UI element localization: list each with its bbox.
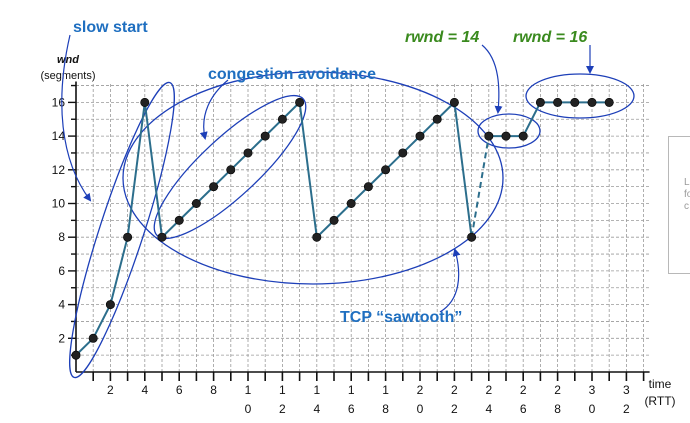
side-card-line-1: L: [684, 177, 690, 188]
x-tick-label: 2: [451, 383, 458, 397]
grid: [76, 83, 650, 372]
data-point: [484, 131, 494, 141]
side-card-line-3: c: [684, 201, 689, 212]
data-point: [587, 97, 597, 107]
rwnd16-label: rwnd = 16: [513, 29, 587, 46]
x-axis-unit: (RTT): [644, 394, 675, 408]
side-card-line-2: fo: [684, 189, 690, 200]
data-point: [570, 97, 580, 107]
x-tick-label: 3: [623, 383, 630, 397]
x-tick-label-second-line: 0: [245, 402, 252, 416]
y-tick-label: 8: [58, 230, 65, 244]
congestion-avoidance-label: congestion avoidance: [208, 66, 376, 83]
data-point: [243, 148, 253, 158]
x-tick-label: 6: [176, 383, 183, 397]
sawtooth-ellipse: [122, 71, 504, 285]
data-point: [518, 131, 528, 141]
data-point: [123, 232, 133, 242]
y-tick-label: 12: [52, 163, 66, 177]
y-axis-unit: (segments): [40, 70, 95, 82]
data-point: [226, 165, 236, 175]
x-tick-label: 1: [313, 383, 320, 397]
data-point: [105, 300, 115, 310]
x-tick-label: 2: [554, 383, 561, 397]
data-point: [209, 182, 219, 192]
data-point: [88, 333, 98, 343]
data-point: [277, 114, 287, 124]
slow-start-ellipse: [69, 81, 175, 379]
data-point: [467, 232, 477, 242]
slow-start-label: slow start: [73, 19, 148, 36]
data-series: [71, 97, 614, 360]
x-axis-title: time: [649, 377, 672, 391]
x-tick-label: 1: [245, 383, 252, 397]
x-tick-label: 8: [210, 383, 217, 397]
sawtooth-label: TCP “sawtooth”: [340, 309, 462, 326]
slow-start-arrow: [61, 34, 92, 202]
data-point: [553, 97, 563, 107]
x-tick-label: 1: [382, 383, 389, 397]
congestion-avoidance-ellipse: [153, 94, 307, 240]
x-tick-label: 4: [141, 383, 148, 397]
data-point: [398, 148, 408, 158]
y-tick-label: 16: [52, 95, 66, 109]
x-tick-label-second-line: 2: [451, 402, 458, 416]
x-tick-label-second-line: 8: [554, 402, 561, 416]
data-point: [260, 131, 270, 141]
data-point: [346, 199, 356, 209]
y-tick-label: 4: [58, 298, 65, 312]
data-point: [432, 114, 442, 124]
y-tick-label: 10: [52, 197, 66, 211]
data-point: [381, 165, 391, 175]
y-tick-label: 2: [58, 331, 65, 345]
y-tick-label: 6: [58, 264, 65, 278]
data-point: [191, 199, 201, 209]
x-tick-label-second-line: 0: [589, 402, 596, 416]
data-point: [535, 97, 545, 107]
data-point: [415, 131, 425, 141]
data-point: [312, 232, 322, 242]
x-tick-label: 3: [589, 383, 596, 397]
rwnd14-ellipse: [477, 113, 541, 149]
x-tick-label: 1: [279, 383, 286, 397]
sawtooth-arrow: [439, 248, 461, 313]
y-axis-ticks: 2 4 6 8 10 12 14 16: [52, 84, 76, 356]
x-tick-label: 2: [107, 383, 114, 397]
x-tick-label: 2: [417, 383, 424, 397]
x-tick-label-second-line: 4: [313, 402, 320, 416]
data-point: [363, 182, 373, 192]
rwnd14-label: rwnd = 14: [405, 29, 479, 46]
data-point: [71, 350, 81, 360]
data-point: [449, 97, 459, 107]
y-tick-label: 14: [52, 129, 66, 143]
x-tick-label-second-line: 0: [417, 402, 424, 416]
x-tick-label-second-line: 8: [382, 402, 389, 416]
x-tick-label-second-line: 6: [348, 402, 355, 416]
data-point: [157, 232, 167, 242]
x-tick-label: 2: [520, 383, 527, 397]
x-tick-label-second-line: 6: [520, 402, 527, 416]
series-dashed-transition: [470, 135, 490, 238]
data-point: [295, 97, 305, 107]
data-point: [501, 131, 511, 141]
x-tick-label: 2: [485, 383, 492, 397]
data-point: [174, 215, 184, 225]
x-tick-label-second-line: 2: [623, 402, 630, 416]
x-tick-label: 1: [348, 383, 355, 397]
congestion-avoidance-arrow: [199, 79, 229, 140]
rwnd14-arrow: [481, 44, 503, 114]
x-tick-label-second-line: 4: [485, 402, 492, 416]
data-point: [329, 215, 339, 225]
annotation-arrows: [61, 34, 594, 313]
annotation-shapes: [69, 71, 635, 379]
data-point: [140, 97, 150, 107]
rwnd16-ellipse: [525, 73, 635, 119]
x-tick-label-second-line: 2: [279, 402, 286, 416]
y-axis-title: wnd: [57, 54, 79, 66]
data-point: [604, 97, 614, 107]
axes: [75, 81, 650, 373]
side-card-fragment: L fo c: [668, 136, 690, 274]
